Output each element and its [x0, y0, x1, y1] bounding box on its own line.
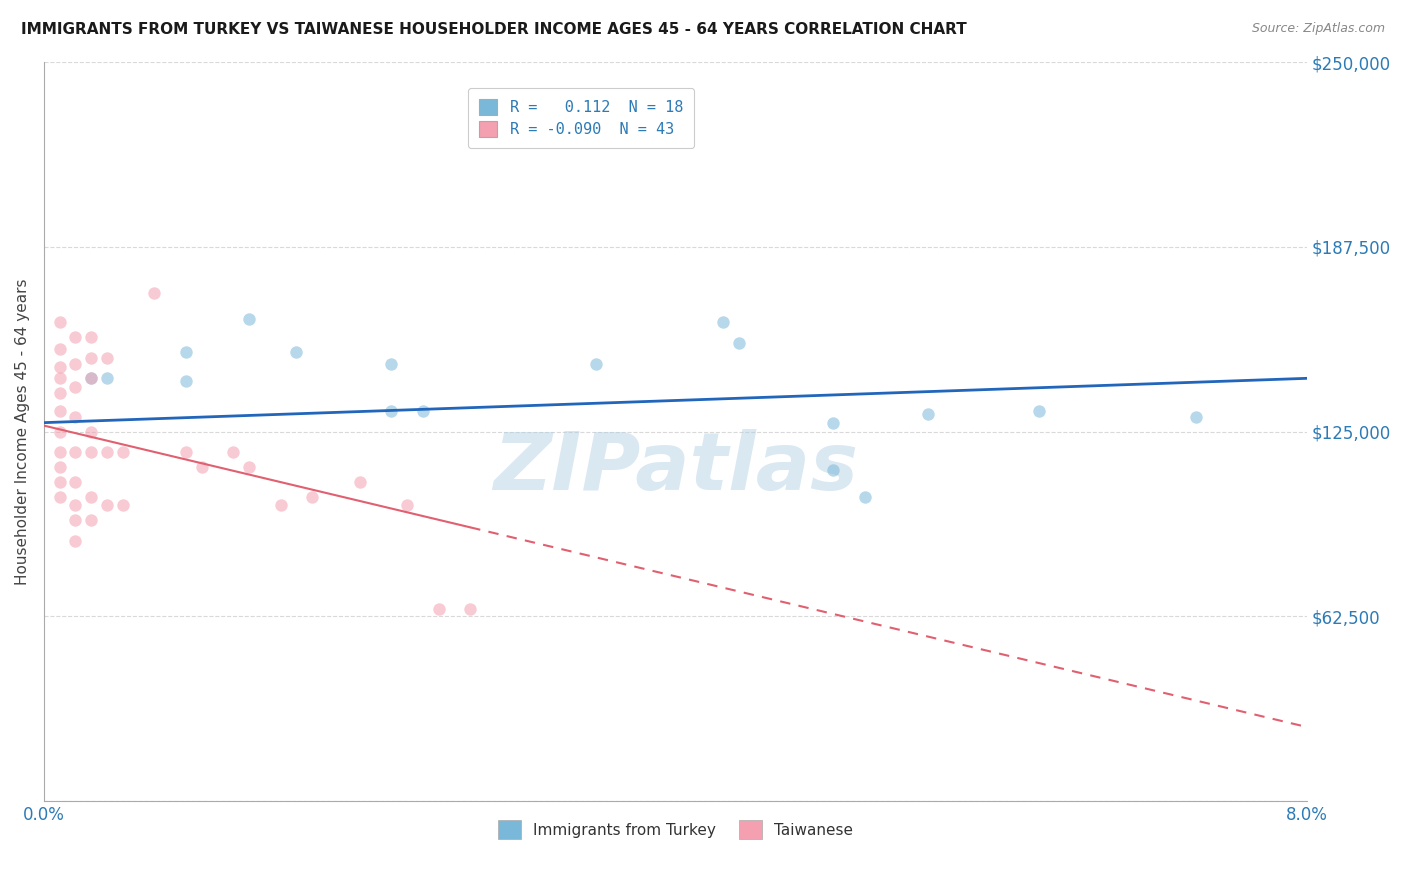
Point — [222, 445, 245, 459]
Point — [48, 404, 70, 418]
Point — [270, 499, 292, 513]
Point — [174, 344, 197, 359]
Point — [917, 407, 939, 421]
Point — [80, 371, 103, 385]
Point — [65, 499, 87, 513]
Point — [48, 359, 70, 374]
Point — [238, 312, 260, 326]
Legend: Immigrants from Turkey, Taiwanese: Immigrants from Turkey, Taiwanese — [492, 814, 859, 845]
Point — [80, 490, 103, 504]
Point — [458, 602, 481, 616]
Point — [174, 445, 197, 459]
Text: IMMIGRANTS FROM TURKEY VS TAIWANESE HOUSEHOLDER INCOME AGES 45 - 64 YEARS CORREL: IMMIGRANTS FROM TURKEY VS TAIWANESE HOUS… — [21, 22, 967, 37]
Point — [48, 315, 70, 329]
Y-axis label: Householder Income Ages 45 - 64 years: Householder Income Ages 45 - 64 years — [15, 278, 30, 585]
Point — [80, 445, 103, 459]
Point — [96, 499, 118, 513]
Point — [80, 425, 103, 439]
Point — [1028, 404, 1050, 418]
Point — [412, 404, 434, 418]
Point — [349, 475, 371, 489]
Point — [80, 513, 103, 527]
Point — [380, 357, 402, 371]
Point — [80, 330, 103, 344]
Point — [48, 371, 70, 385]
Point — [853, 490, 876, 504]
Point — [395, 499, 418, 513]
Point — [285, 344, 308, 359]
Point — [48, 445, 70, 459]
Point — [427, 602, 450, 616]
Point — [1185, 409, 1208, 424]
Point — [585, 357, 607, 371]
Point — [65, 513, 87, 527]
Point — [823, 463, 845, 477]
Point — [96, 371, 118, 385]
Point — [727, 335, 749, 350]
Point — [65, 533, 87, 548]
Point — [48, 460, 70, 475]
Point — [48, 475, 70, 489]
Point — [48, 342, 70, 356]
Text: Source: ZipAtlas.com: Source: ZipAtlas.com — [1251, 22, 1385, 36]
Point — [823, 416, 845, 430]
Point — [238, 460, 260, 475]
Point — [96, 351, 118, 365]
Point — [65, 445, 87, 459]
Point — [711, 315, 734, 329]
Point — [65, 475, 87, 489]
Point — [65, 357, 87, 371]
Point — [174, 374, 197, 388]
Point — [191, 460, 214, 475]
Point — [111, 499, 134, 513]
Point — [143, 285, 166, 300]
Point — [111, 445, 134, 459]
Point — [65, 380, 87, 394]
Point — [65, 330, 87, 344]
Point — [65, 409, 87, 424]
Point — [301, 490, 323, 504]
Point — [96, 445, 118, 459]
Text: ZIPatlas: ZIPatlas — [494, 429, 858, 508]
Point — [48, 386, 70, 401]
Point — [80, 351, 103, 365]
Point — [48, 425, 70, 439]
Point — [48, 490, 70, 504]
Point — [80, 371, 103, 385]
Point — [380, 404, 402, 418]
